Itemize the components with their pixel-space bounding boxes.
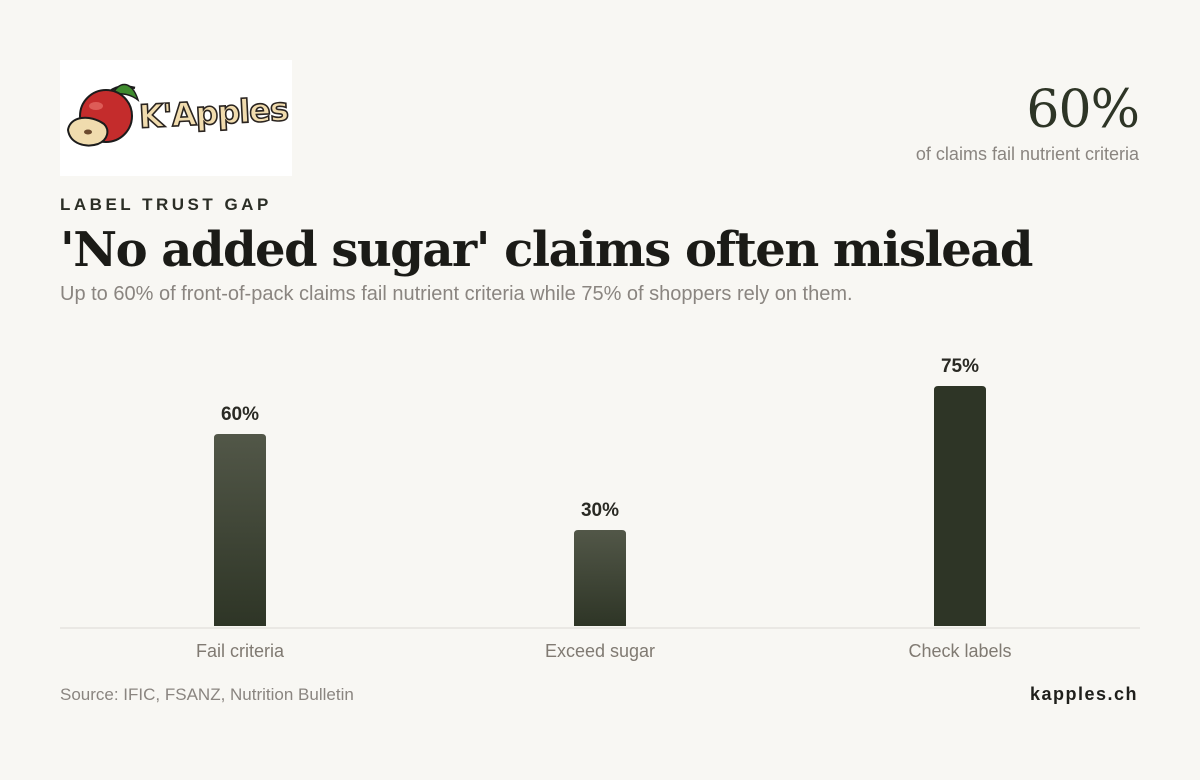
chart-title: 'No added sugar' claims often mislead	[60, 222, 1033, 278]
bar-exceed-sugar	[574, 530, 626, 626]
bar-value-label: 75%	[941, 356, 979, 377]
bar-value-label: 30%	[581, 500, 619, 521]
site-link[interactable]: kapples.ch	[1029, 684, 1138, 704]
chart-subtitle: Up to 60% of front-of-pack claims fail n…	[60, 283, 853, 305]
kpi-label: of claims fail nutrient criteria	[915, 144, 1139, 164]
source-note: Source: IFIC, FSANZ, Nutrition Bulletin	[60, 685, 354, 704]
eyebrow-label: LABEL TRUST GAP	[60, 195, 272, 214]
apple-icon	[66, 83, 140, 147]
kpi-value: 60%	[1026, 80, 1140, 140]
bar-group: 60% Fail criteria 30% Exceed sugar 75% Check …	[60, 356, 1140, 661]
bar-chart: 60% Fail criteria 30% Exceed sugar 75% Check …	[60, 356, 1140, 661]
x-tick-label: Fail criteria	[196, 641, 285, 661]
bar-fail-criteria	[214, 434, 266, 626]
bar-check-labels	[934, 386, 986, 626]
x-tick-label: Check labels	[908, 641, 1011, 661]
kpi-callout: 60% of claims fail nutrient criteria	[915, 78, 1140, 165]
x-tick-label: Exceed sugar	[545, 641, 655, 661]
bar-value-label: 60%	[221, 404, 259, 425]
brand-logo: K'Apples	[60, 60, 292, 176]
